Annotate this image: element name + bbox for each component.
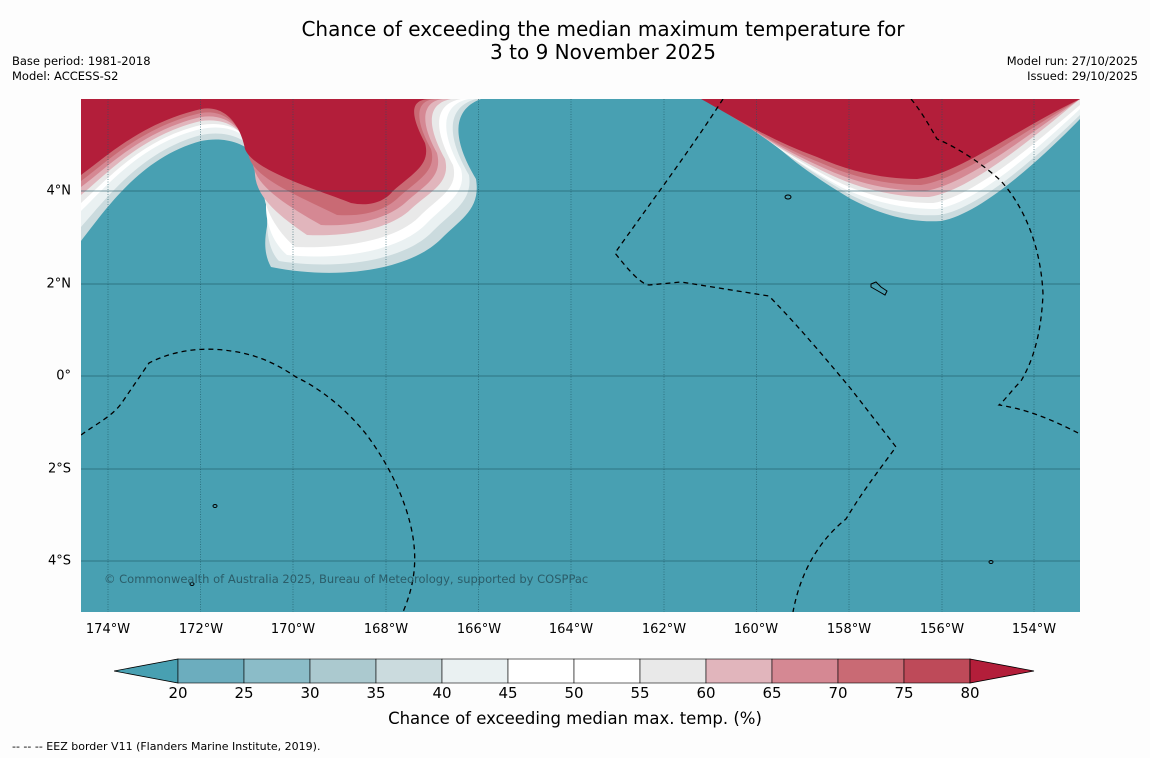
lon-label: 166°W	[456, 622, 502, 637]
colorbar-tick: 45	[498, 684, 518, 702]
colorbar-tick: 25	[234, 684, 254, 702]
lat-label-2n: 2°N	[46, 276, 72, 292]
lon-label: 156°W	[919, 622, 965, 637]
eez-borders	[81, 99, 1080, 612]
model-name: Model: ACCESS-S2	[12, 69, 119, 83]
title-line-2: 3 to 9 November 2025	[490, 40, 716, 64]
band-80	[81, 99, 1080, 205]
colorbar-cell	[177, 658, 245, 684]
lon-label: 162°W	[641, 622, 687, 637]
issued-date: Issued: 29/10/2025	[1027, 69, 1138, 83]
colorbar-tick: 75	[894, 684, 914, 702]
title-line-1: Chance of exceeding the median maximum t…	[301, 17, 905, 41]
colorbar-tick: 35	[366, 684, 386, 702]
lon-label: 172°W	[178, 622, 224, 637]
map-canvas	[81, 99, 1080, 612]
lon-label: 160°W	[733, 622, 779, 637]
lon-label: 174°W	[85, 622, 131, 637]
map-title: Chance of exceeding the median maximum t…	[250, 18, 956, 64]
colorbar-cell	[639, 658, 707, 684]
colorbar-cell	[705, 658, 773, 684]
colorbar-tick: 50	[564, 684, 584, 702]
lat-label-4s: 4°S	[47, 553, 71, 569]
base-period: Base period: 1981-2018	[12, 54, 151, 68]
lat-label-0: 0°	[56, 368, 71, 384]
colorbar-tick: 60	[696, 684, 716, 702]
lon-label: 158°W	[826, 622, 872, 637]
forecast-map	[81, 99, 1080, 612]
colorbar-tick: 30	[300, 684, 320, 702]
meta-left: Base period: 1981-2018 Model: ACCESS-S2	[12, 54, 151, 84]
lon-label: 154°W	[1011, 622, 1057, 637]
colorbar-extend-low	[114, 658, 179, 684]
lat-label-2s: 2°S	[47, 461, 71, 477]
colorbar-tick: 65	[762, 684, 782, 702]
colorbar-tick: 20	[168, 684, 188, 702]
model-run: Model run: 27/10/2025	[1006, 54, 1138, 68]
colorbar-cell	[507, 658, 575, 684]
lon-label: 168°W	[363, 622, 409, 637]
colorbar	[114, 658, 1035, 684]
warm-anomaly-region	[81, 99, 1080, 273]
lon-label: 170°W	[270, 622, 316, 637]
colorbar-tick: 55	[630, 684, 650, 702]
colorbar-extend-high	[969, 658, 1035, 684]
colorbar-cell	[375, 658, 443, 684]
colorbar-tick: 40	[432, 684, 452, 702]
colorbar-cell	[573, 658, 641, 684]
lon-label: 164°W	[548, 622, 594, 637]
colorbar-label: Chance of exceeding median max. temp. (%…	[388, 709, 762, 728]
colorbar-cell	[903, 658, 971, 684]
latitude-lines	[81, 190, 1080, 562]
copyright-notice: © Commonwealth of Australia 2025, Bureau…	[104, 572, 589, 586]
colorbar-cell	[309, 658, 377, 684]
islands	[189, 194, 994, 586]
colorbar-cell	[243, 658, 311, 684]
meta-right: Model run: 27/10/2025 Issued: 29/10/2025	[1007, 54, 1138, 84]
lat-label-4n: 4°N	[46, 183, 72, 199]
colorbar-cell	[837, 658, 905, 684]
colorbar-tick: 70	[828, 684, 848, 702]
colorbar-cell	[771, 658, 839, 684]
colorbar-cell	[441, 658, 509, 684]
graticule	[107, 99, 1035, 612]
colorbar-tick: 80	[960, 684, 980, 702]
eez-footnote: -- -- -- EEZ border V11 (Flanders Marine…	[12, 740, 321, 753]
